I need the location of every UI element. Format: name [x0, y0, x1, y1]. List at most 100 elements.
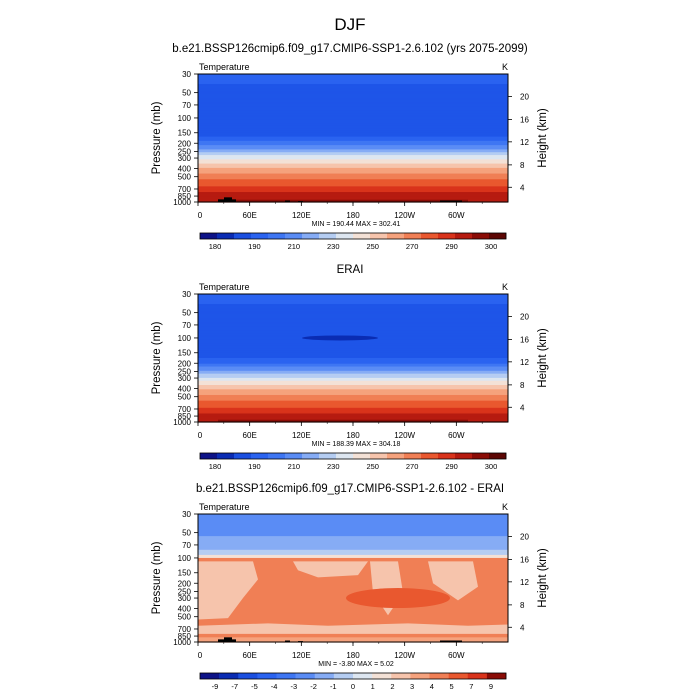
surface-band	[198, 417, 508, 422]
colorbar-swatch	[336, 233, 354, 239]
field-band	[198, 345, 508, 348]
colorbar-label: -3	[291, 682, 298, 691]
x-tick-label: 120E	[292, 211, 311, 220]
field-band	[198, 106, 508, 109]
colorbar-label: -4	[271, 682, 278, 691]
height-tick-label: 12	[520, 578, 529, 587]
field-band	[198, 95, 508, 98]
colorbar-swatch	[302, 453, 320, 459]
y-tick-label: 300	[178, 154, 192, 163]
temperature-field	[198, 74, 508, 203]
height-tick-label: 12	[520, 138, 529, 147]
height-tick-label: 8	[520, 161, 525, 170]
x-tick-label: 60W	[448, 431, 465, 440]
colorbar-label: -9	[212, 682, 219, 691]
field-band	[198, 340, 508, 343]
x-tick-label: 60E	[243, 651, 257, 660]
colorbar-swatch	[238, 673, 258, 679]
colorbar-swatch	[353, 673, 373, 679]
colorbar-swatch	[285, 453, 303, 459]
field-band	[198, 372, 508, 375]
field-band	[198, 133, 508, 136]
panel-right-label: K	[502, 62, 508, 72]
colorbar-swatch	[353, 453, 371, 459]
field-band	[198, 383, 508, 386]
temperature-field	[198, 294, 508, 423]
colorbar-swatch	[410, 673, 430, 679]
colorbar-swatch	[219, 673, 239, 679]
field-band	[198, 356, 508, 359]
field-band	[198, 352, 508, 355]
y-axis-label: Pressure (mb)	[151, 541, 163, 614]
field-patch	[293, 561, 368, 578]
field-band	[198, 194, 508, 197]
surface-band	[198, 637, 508, 642]
field-band	[198, 332, 508, 335]
field-band	[198, 116, 508, 119]
field-band	[198, 306, 508, 309]
field-band	[198, 380, 508, 383]
surface-warm-core	[218, 419, 468, 422]
y-tick-label: 70	[182, 321, 191, 330]
field-band	[198, 143, 508, 146]
colorbar-swatch	[336, 453, 354, 459]
field-band	[198, 89, 508, 92]
y-tick-label: 400	[178, 165, 192, 174]
field-band	[198, 140, 508, 143]
colorbar-label: 180	[209, 242, 222, 251]
field-band	[198, 373, 508, 376]
y-tick-label: 500	[178, 393, 192, 402]
field-stats: MIN = -3.80 MAX = 5.02	[318, 661, 394, 668]
field-band	[198, 187, 508, 190]
field-band	[198, 333, 508, 336]
colorbar-label: -5	[251, 682, 258, 691]
colorbar-swatch	[404, 233, 422, 239]
colorbar-label: 290	[445, 462, 458, 471]
field-band	[198, 302, 508, 305]
field-patch	[428, 561, 478, 601]
field-band	[198, 355, 508, 358]
field-band	[198, 346, 508, 349]
y-tick-label: 400	[178, 385, 192, 394]
y-tick-label: 300	[178, 594, 192, 603]
field-band	[198, 375, 508, 378]
field-band	[198, 330, 508, 333]
field-band	[198, 146, 508, 149]
field-band	[198, 323, 508, 326]
colorbar-swatch	[200, 233, 218, 239]
topography	[285, 200, 290, 202]
field-band	[198, 311, 508, 314]
colorbar-label: 9	[489, 682, 493, 691]
colorbar-label: 0	[351, 682, 355, 691]
colorbar-label: 7	[469, 682, 473, 691]
field-band	[198, 329, 508, 332]
field-band	[198, 312, 508, 315]
field-band	[198, 174, 508, 177]
field-band	[198, 157, 508, 160]
field-band	[198, 83, 508, 86]
field-band	[198, 88, 508, 91]
colorbar: 180 190 210 230 250 270 290 300	[199, 452, 507, 471]
colorbar-swatch	[217, 453, 235, 459]
field-band	[198, 113, 508, 116]
field-band	[198, 322, 508, 325]
field-band	[198, 382, 508, 385]
colorbar-label: 210	[288, 242, 301, 251]
colorbar-swatch	[234, 233, 252, 239]
field-band	[198, 410, 508, 413]
field-band	[198, 385, 508, 388]
right-axis-label: Height (km)	[537, 548, 549, 608]
field-band	[198, 82, 508, 85]
colorbar-label: 190	[248, 242, 261, 251]
field-band	[198, 190, 508, 193]
page-title: DJF	[334, 15, 365, 34]
y-tick-label: 700	[178, 405, 192, 414]
y-tick-label: 50	[182, 89, 191, 98]
field-band	[198, 318, 508, 321]
x-tick-label: 60E	[243, 211, 257, 220]
field-band	[198, 118, 508, 121]
colorbar-label: 290	[445, 242, 458, 251]
field-band	[198, 400, 508, 403]
colorbar-swatch	[217, 233, 235, 239]
